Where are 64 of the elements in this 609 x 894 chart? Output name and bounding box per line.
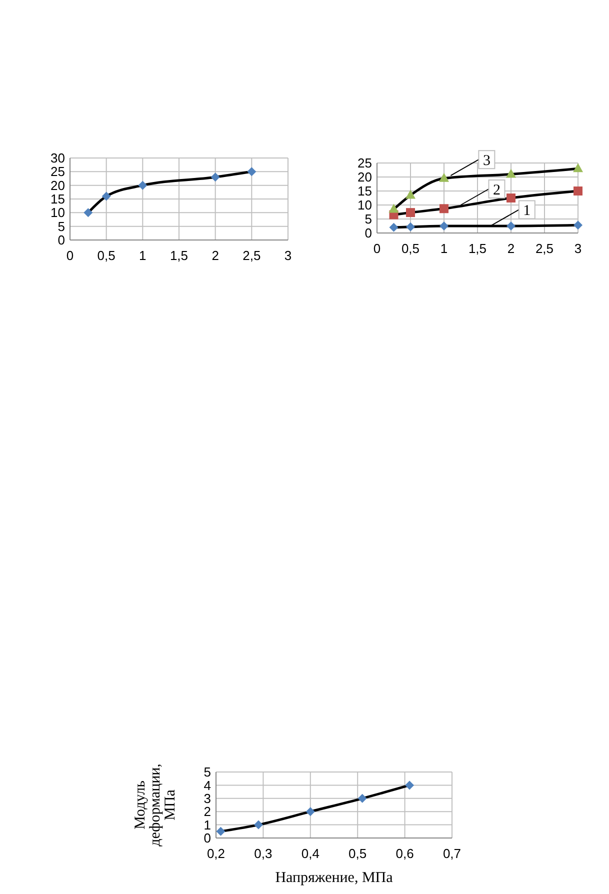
x-tick-label: 2,5 [535, 241, 554, 256]
x-tick-label: 1 [440, 241, 448, 256]
point [388, 204, 399, 213]
y-tick-label: 25 [50, 164, 65, 180]
point [210, 172, 220, 182]
point [506, 222, 516, 230]
x-tick-label: 3 [284, 248, 292, 263]
y-tick-label: 1 [204, 817, 211, 832]
annotation: 1 [523, 202, 531, 219]
y-tick-label: 10 [358, 198, 372, 213]
y-tick-label: 30 [50, 150, 65, 166]
y-tick-label: 5 [58, 218, 65, 234]
x-tick-label: 0,7 [442, 846, 462, 861]
point [506, 168, 516, 178]
point [247, 167, 256, 176]
y-tick-label: 4 [204, 778, 211, 793]
x-tick-label: 1,5 [468, 241, 487, 256]
point [389, 222, 398, 232]
point [440, 204, 448, 214]
point [406, 190, 416, 199]
point [574, 186, 582, 196]
x-tick-label: 0,5 [97, 248, 116, 263]
x-tick-label: 0,5 [401, 241, 420, 256]
y-tick-label: 2 [204, 804, 211, 820]
point [574, 220, 582, 230]
y-tick-label: 25 [358, 156, 372, 171]
y-tick-label: 15 [50, 192, 65, 207]
y-tick-label: 5 [204, 764, 211, 780]
point [138, 180, 148, 190]
y-tick-label: 0 [204, 830, 211, 846]
point [406, 208, 415, 218]
point [84, 208, 93, 218]
point [306, 807, 315, 816]
x-tick-label: 0,4 [301, 846, 320, 861]
point [439, 172, 449, 182]
x-axis-title: Напряжение, МПа [275, 870, 394, 886]
x-tick-label: 1,5 [170, 248, 188, 263]
point [506, 194, 516, 202]
point [406, 222, 415, 232]
y-tick-label: 3 [204, 790, 211, 806]
y-tick-label: 0 [364, 226, 372, 241]
point [573, 163, 583, 172]
x-tick-label: 2,5 [242, 248, 261, 263]
x-tick-label: 0,5 [348, 846, 367, 861]
x-tick-label: 3 [574, 241, 582, 256]
y-axis-title: Модуль деформации, МПа [132, 764, 178, 846]
x-tick-label: 0,2 [206, 846, 226, 861]
point [216, 826, 226, 836]
x-tick-label: 0,6 [396, 846, 414, 861]
point [440, 222, 448, 230]
x-tick-label: 0,3 [254, 846, 272, 861]
annotation: 2 [493, 182, 500, 198]
point [405, 780, 414, 790]
y-tick-label: 20 [358, 170, 372, 185]
y-tick-label: 20 [50, 178, 65, 193]
point [254, 820, 263, 830]
y-tick-label: 5 [364, 212, 372, 227]
x-tick-label: 1 [139, 248, 146, 263]
y-tick-label: 10 [50, 205, 65, 220]
y-tick-label: 15 [358, 184, 372, 199]
point [358, 794, 367, 803]
annotation: 3 [482, 152, 490, 169]
point [102, 192, 111, 201]
x-tick-label: 2 [507, 241, 515, 256]
